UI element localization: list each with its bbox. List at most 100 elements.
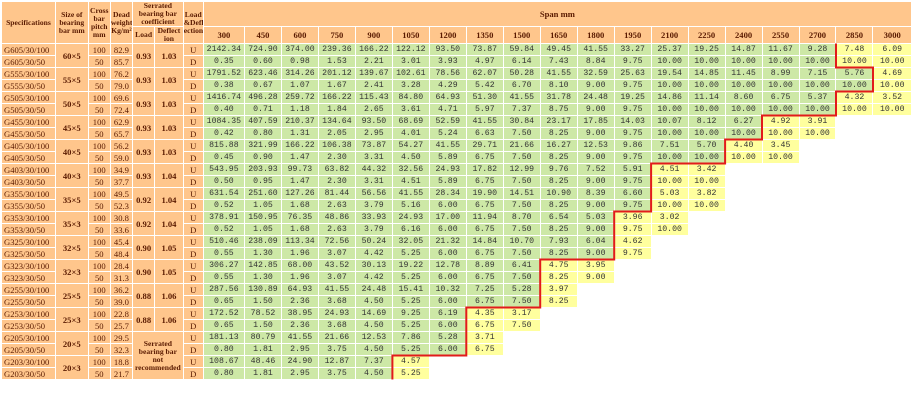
span-value-cell: 10.00 [761, 127, 800, 140]
span-value-cell: 10.00 [687, 175, 726, 188]
span-value-cell: 10.00 [761, 55, 800, 68]
span-value-cell: 2.36 [280, 319, 319, 332]
span-value-cell [687, 235, 726, 248]
span-value-cell: 2142.34 [202, 43, 245, 56]
span-value-cell: 0.42 [202, 127, 245, 140]
spec-cell: G505/30/100 [1, 91, 56, 104]
cross-pitch-cell: 50 [87, 319, 111, 332]
load-deflection-label: U [182, 259, 204, 272]
span-value-cell [687, 355, 726, 368]
cross-pitch-cell: 100 [87, 163, 111, 176]
span-value-cell: 9.75 [613, 175, 652, 188]
span-value-cell: 7.52 [576, 163, 615, 176]
span-value-cell: 6.41 [502, 259, 541, 272]
span-value-cell: 3.79 [354, 199, 393, 212]
spec-cell: G255/30/50 [1, 295, 56, 308]
spec-cell: G403/30/100 [1, 163, 56, 176]
span-value-cell: 0.80 [243, 127, 282, 140]
coeff-deflection-cell: 1.03 [154, 43, 184, 68]
span-value-cell: 5.25 [391, 367, 430, 380]
span-value-cell: 5.03 [650, 187, 689, 200]
span-value-cell: 68.69 [391, 115, 430, 128]
table-row: G253/30/100 25×3 100 22.8 0.88 1.06 U 172.52 78.… [1, 307, 912, 332]
span-value-cell: 6.75 [465, 151, 504, 164]
span-value-cell: 5.42 [465, 79, 504, 92]
span-value-cell: 30.84 [502, 115, 541, 128]
col-coeff-load: Load [132, 26, 156, 44]
span-value-cell: 0.40 [202, 103, 245, 116]
span-value-cell [798, 331, 837, 344]
span-value-cell: 314.26 [280, 67, 319, 80]
span-value-cell: 4.51 [650, 163, 689, 176]
span-value-cell: 3.71 [465, 331, 504, 344]
load-deflection-label: U [182, 43, 204, 56]
span-value-cell: 4.29 [428, 79, 467, 92]
load-deflection-label: D [182, 295, 204, 308]
span-value-cell [872, 319, 912, 332]
span-value-cell: 8.25 [539, 127, 578, 140]
span-value-cell [798, 187, 837, 200]
span-600: 600 [280, 26, 319, 44]
span-value-cell: 1416.74 [202, 91, 245, 104]
span-value-cell: 0.98 [280, 55, 319, 68]
span-value-cell: 59.84 [502, 43, 541, 56]
span-value-cell [761, 163, 800, 176]
span-value-cell: 7.50 [502, 223, 541, 236]
span-value-cell: 1.50 [243, 319, 282, 332]
dead-weight-cell: 30.8 [109, 211, 134, 224]
load-deflection-label: D [182, 151, 204, 164]
cross-pitch-cell: 100 [87, 355, 111, 368]
col-serrated-coefficient: Serrated bearing bar coefficient [132, 1, 184, 27]
span-value-cell: 17.85 [576, 115, 615, 128]
load-deflection-label: U [182, 211, 204, 224]
span-value-cell [502, 367, 541, 380]
load-deflection-label: D [182, 55, 204, 68]
span-value-cell: 6.00 [428, 223, 467, 236]
span-value-cell: 64.93 [428, 91, 467, 104]
coeff-deflection-cell: 1.06 [154, 283, 184, 308]
spec-cell: G605/30/100 [1, 43, 56, 56]
span-value-cell: 4.01 [391, 127, 430, 140]
spec-cell: G253/30/50 [1, 319, 56, 332]
span-value-cell: 815.88 [202, 139, 245, 152]
span-value-cell: 7.25 [465, 283, 504, 296]
span-value-cell [835, 367, 874, 380]
span-value-cell: 142.85 [243, 259, 282, 272]
span-value-cell: 21.66 [502, 139, 541, 152]
span-value-cell: 9.75 [613, 103, 652, 116]
span-value-cell: 63.82 [317, 163, 356, 176]
coeff-load-cell: 0.93 [132, 139, 156, 164]
span-value-cell: 9.86 [613, 139, 652, 152]
span-value-cell: 239.36 [317, 43, 356, 56]
span-value-cell: 210.37 [280, 115, 319, 128]
span-value-cell: 9.75 [613, 223, 652, 236]
dead-weight-cell: 52.3 [109, 199, 134, 212]
span-value-cell: 24.93 [428, 163, 467, 176]
span-value-cell [761, 271, 800, 284]
span-value-cell: 6.75 [465, 343, 504, 356]
span-2550: 2550 [761, 26, 800, 44]
span-value-cell: 0.52 [202, 223, 245, 236]
span-value-cell: 78.56 [428, 67, 467, 80]
span-table-body: G605/30/100 60×5 100 82.9 0.93 1.03 U 2142.34 72… [1, 43, 912, 380]
span-value-cell: 11.45 [724, 67, 763, 80]
cross-pitch-cell: 100 [87, 331, 111, 344]
span-value-cell [835, 163, 874, 176]
span-value-cell: 1.47 [280, 175, 319, 188]
span-3000: 3000 [872, 26, 912, 44]
span-value-cell: 139.67 [354, 67, 393, 80]
span-value-cell: 41.55 [280, 331, 319, 344]
dead-weight-cell: 36.2 [109, 283, 134, 296]
span-value-cell [650, 283, 689, 296]
span-value-cell: 14.85 [687, 67, 726, 80]
span-value-cell: 321.99 [243, 139, 282, 152]
span-value-cell [835, 307, 874, 320]
span-value-cell [576, 319, 615, 332]
span-value-cell: 7.37 [354, 355, 393, 368]
span-value-cell: 6.00 [428, 295, 467, 308]
span-value-cell [798, 223, 837, 236]
span-value-cell: 14.86 [650, 91, 689, 104]
span-value-cell: 41.55 [317, 283, 356, 296]
cross-pitch-cell: 100 [87, 187, 111, 200]
